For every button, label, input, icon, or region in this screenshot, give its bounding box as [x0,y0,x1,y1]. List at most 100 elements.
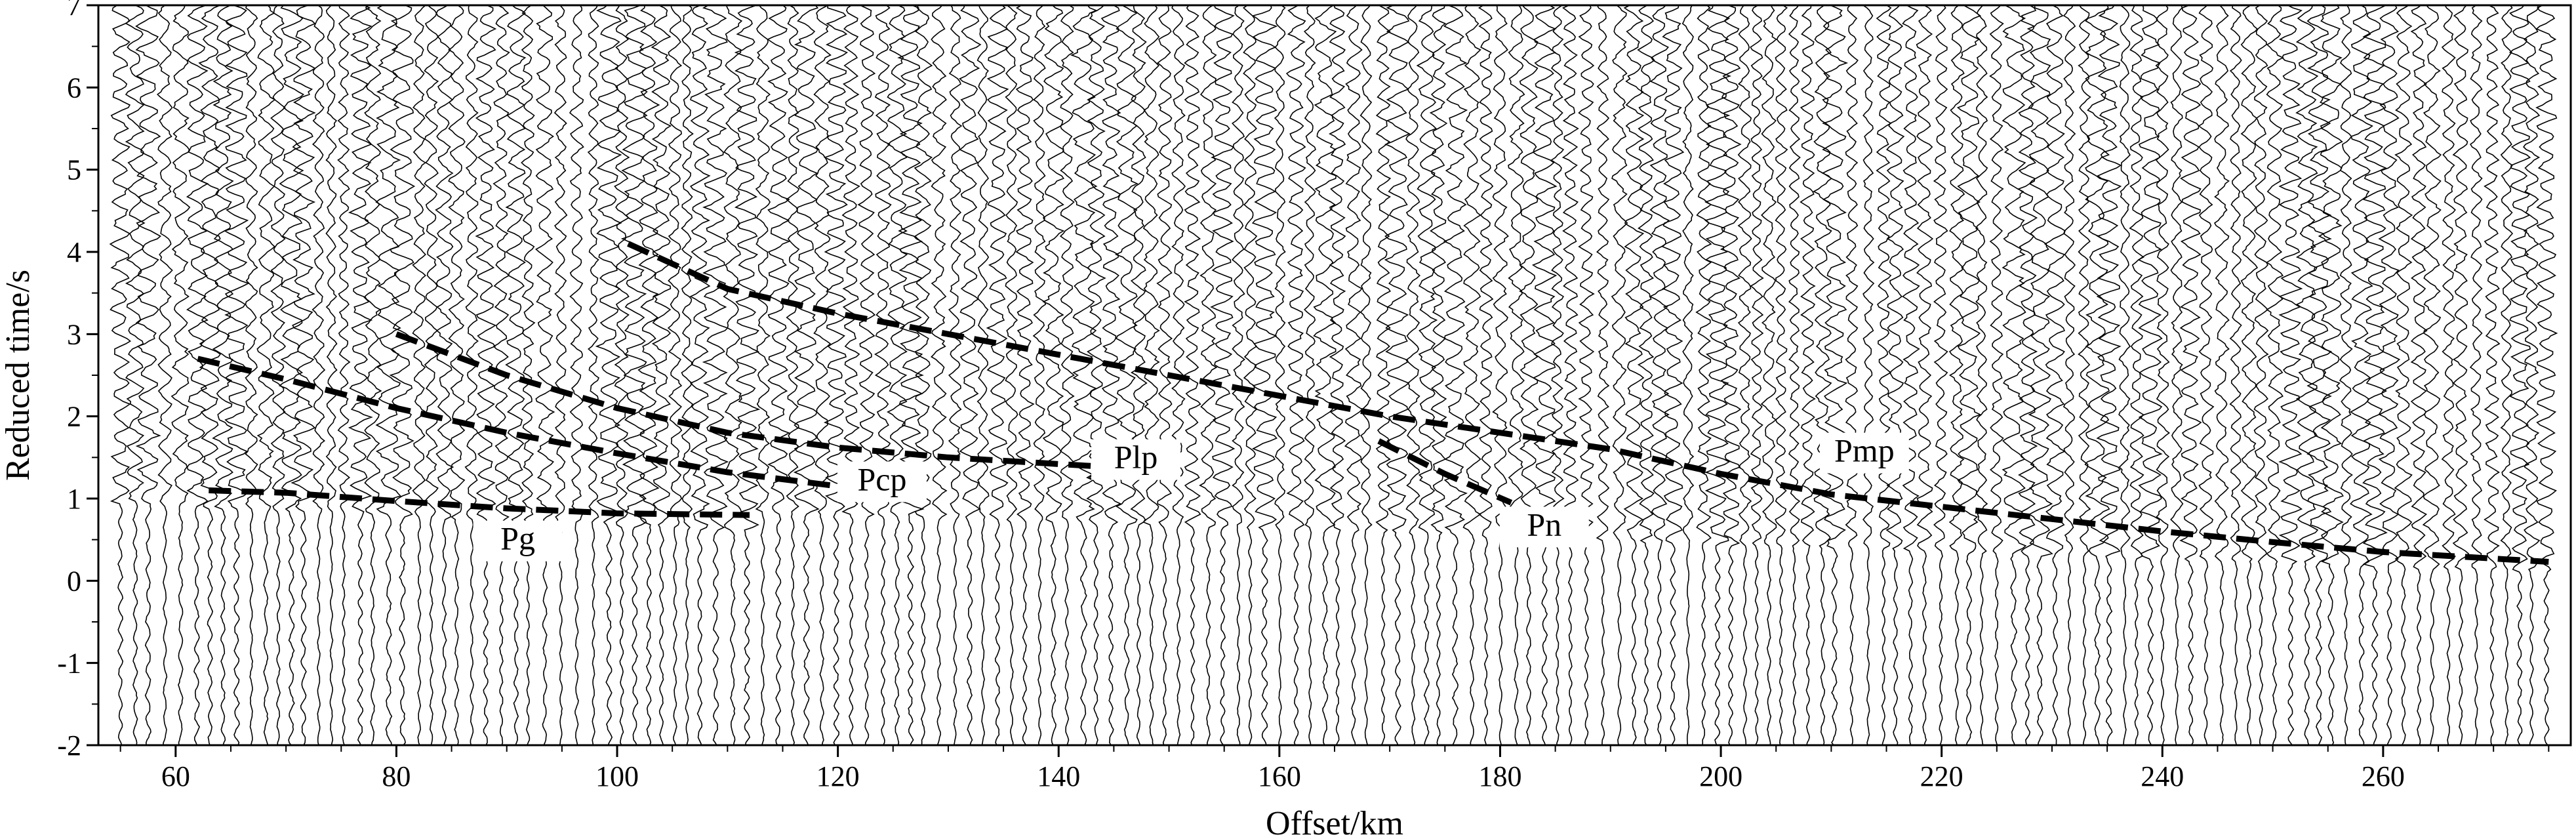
seismic-trace [723,5,743,745]
x-tick-label: 100 [595,760,639,792]
seismic-trace [2508,5,2531,745]
seismic-trace [2378,5,2401,745]
seismic-trace [1845,5,1859,745]
phase-labels: Pg Pcp Plp Pmp Pn [473,432,1909,562]
phase-label-box [1499,506,1589,548]
seismic-trace [1862,5,1875,745]
seismic-trace [1760,5,1777,745]
seismic-trace [1384,5,1411,745]
seismic-trace [986,5,1009,745]
seismic-trace [2096,5,2122,745]
seismic-trace [2484,5,2501,745]
phase-curve-pg [209,487,750,518]
seismic-trace [278,5,305,745]
seismic-trace [291,5,316,745]
seismic-trace [1405,5,1420,745]
seismic-trace [1800,5,1816,745]
phase-label-box [473,520,563,562]
x-tick-label: 220 [1920,760,1963,792]
seismic-trace [375,5,402,745]
seismic-trace [841,5,860,745]
seismic-trace [2084,5,2110,745]
phase-label-plp: Plp [1114,439,1158,476]
seismic-trace [2306,5,2333,745]
seismic-trace [874,5,892,745]
seismic-trace [1649,5,1670,745]
phase-label-pmp: Pmp [1834,432,1895,469]
seismic-trace [1596,5,1610,745]
seismic-trace [914,5,933,745]
seismic-trace [312,5,326,745]
seismic-trace [1005,5,1018,745]
seismic-trace [1059,5,1076,745]
seismic-trace [1042,5,1065,745]
seismic-trace [2362,5,2388,745]
seismic-trace [1251,5,1278,745]
seismic-trace [1821,5,1849,745]
seismic-trace [2017,5,2038,745]
seismic-trace [2278,5,2303,745]
seismic-trace [651,5,672,745]
y-tick-label: 5 [67,154,81,186]
phase-curve-plp [395,331,1114,470]
seismic-trace [1531,5,1558,745]
phase-label-pg: Pg [500,520,535,557]
seismic-trace [2500,5,2514,745]
y-axis: -2 -1 0 1 2 3 4 5 6 7 [57,0,98,762]
seismic-trace [125,5,146,745]
seismic-trace [1750,5,1764,745]
seismic-trace [614,5,630,745]
seismic-trace [667,5,683,745]
seismic-trace [587,5,599,745]
seismic-trace [1519,5,1539,745]
seismic-trace [337,5,351,745]
seismic-trace [348,5,373,745]
y-tick-label: 6 [67,72,81,104]
x-axis: 60 80 100 120 140 160 180 200 220 240 260 [119,745,2550,792]
seismic-trace [1623,5,1645,745]
seismic-trace [689,5,711,745]
seismic-trace [755,5,771,745]
y-tick-label: 3 [67,318,81,350]
seismic-trace [1462,5,1481,745]
seismic-trace [2523,5,2541,745]
seismic-trace [1344,5,1363,745]
seismic-trace [535,5,555,745]
seismic-trace [1375,5,1392,745]
phase-curve-pcp [197,356,839,489]
seismic-trace [2295,5,2319,745]
seismic-trace [2469,5,2483,745]
seismic-trace [1285,5,1306,745]
phase-label-box [837,461,927,502]
seismic-trace [595,5,622,745]
seismic-trace [2394,5,2413,745]
seismic-trace [135,5,162,745]
seismic-trace [212,5,234,745]
seismic-trace [1876,5,1892,745]
seismic-trace [897,5,925,745]
seismic-trace [1637,5,1655,745]
seismic-trace [1775,5,1788,745]
seismic-trace [2118,5,2131,745]
seismic-trace [389,5,416,745]
seismic-trace [2063,5,2076,745]
x-tick-label: 80 [382,760,411,792]
seismic-trace [1130,5,1148,745]
seismic-trace [1812,5,1833,745]
seismic-trace [325,5,338,745]
seismic-trace [1561,5,1579,745]
x-axis-title: Offset/km [1266,805,1403,839]
seismic-trace [364,5,382,745]
seismic-trace [2535,5,2558,745]
seismic-trace [1550,5,1565,745]
seismic-trace [245,5,258,745]
phase-label-box [1091,439,1181,480]
seismic-trace [1956,5,1982,745]
seismic-trace [424,5,439,745]
seismic-trace [767,5,791,745]
seismic-trace [1933,5,1948,745]
y-tick-label: 1 [67,483,81,515]
seismic-trace [1788,5,1801,745]
seismic-trace [786,5,800,745]
seismic-trace [553,5,568,745]
